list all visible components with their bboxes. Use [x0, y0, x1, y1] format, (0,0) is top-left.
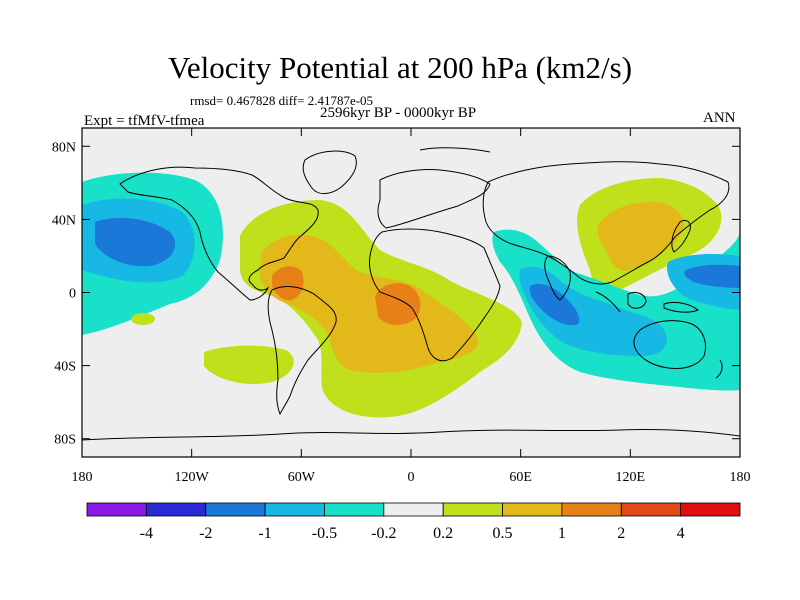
- colorbar-swatch: [145, 502, 207, 517]
- lat-label: 80N: [52, 140, 76, 155]
- contour-pos1-africa: [375, 283, 421, 325]
- colorbar-label: 0.2: [433, 525, 453, 542]
- contour-neg1-pacific-east: [95, 217, 176, 267]
- period-label: 2596kyr BP - 0000kyr BP: [320, 105, 477, 121]
- coastline-north-america: [119, 166, 319, 301]
- lon-label: 60E: [509, 470, 532, 485]
- colorbar-label: 2: [617, 525, 625, 542]
- coastline-new-guinea: [663, 301, 700, 313]
- longitude-axis: 180 120W 60W 0 60E 120E 180: [72, 128, 751, 485]
- lon-label: 180: [72, 470, 93, 485]
- colorbar-label: 1: [558, 525, 566, 542]
- coastline-south-america: [267, 286, 337, 416]
- experiment-label: Expt = tfMfV-tfmea: [84, 113, 205, 129]
- lon-label: 180: [730, 470, 751, 485]
- colorbar-swatch: [502, 502, 563, 517]
- lon-label: 120W: [175, 470, 210, 485]
- coastlines: [82, 147, 740, 441]
- colorbar-swatch: [324, 502, 385, 517]
- contour-fields: [82, 172, 740, 418]
- coastline-greenland: [302, 150, 357, 195]
- colorbar-label: -0.2: [371, 525, 396, 542]
- colorbar-label: -1: [258, 525, 271, 542]
- coastline-antarctica: [82, 428, 740, 441]
- plot-title: Velocity Potential at 200 hPa (km2/s): [167, 50, 633, 85]
- colorbar-swatch: [205, 502, 266, 517]
- lat-label: 0: [69, 287, 76, 302]
- colorbar-swatch: [680, 502, 741, 517]
- contour-pos05-atlantic: [259, 234, 479, 373]
- lat-label: 80S: [54, 433, 76, 448]
- coastline-arctic: [419, 147, 491, 153]
- colorbar-label: 4: [677, 525, 685, 542]
- coastline-india: [544, 255, 571, 301]
- colorbar-label: 0.5: [493, 525, 513, 542]
- colorbar-swatch: [442, 502, 503, 517]
- coastline-australia: [633, 320, 706, 369]
- coastline-asia: [482, 161, 730, 285]
- colorbar-swatch: [86, 502, 147, 517]
- colorbar-label: -4: [140, 525, 153, 542]
- colorbar-swatch: [620, 502, 682, 517]
- lon-label: 60W: [288, 470, 316, 485]
- lon-label: 0: [408, 470, 415, 485]
- colorbar: -4 -2 -1 -0.5 -0.2 0.2 0.5 1 2 4: [86, 502, 741, 542]
- latitude-axis: 80N 40N 0 40S 80S: [52, 140, 740, 448]
- colorbar-label: -0.5: [312, 525, 337, 542]
- colorbar-swatch: [264, 502, 325, 517]
- contour-pos02-south-atlantic: [204, 345, 294, 385]
- lat-label: 40N: [52, 213, 76, 228]
- coastline-africa: [369, 228, 501, 362]
- coastline-new-zealand: [715, 359, 723, 379]
- colorbar-swatch: [383, 502, 444, 517]
- lat-label: 40S: [54, 360, 76, 375]
- lon-label: 120E: [616, 470, 646, 485]
- contour-neg1-indian: [529, 283, 580, 326]
- contour-neg05-indian: [519, 266, 667, 356]
- season-label: ANN: [703, 110, 736, 126]
- contour-neg02-small-pacific-2: [137, 315, 149, 321]
- contour-pos1-caribbean: [272, 266, 304, 301]
- colorbar-label: -2: [199, 525, 212, 542]
- contour-neg1-west-pacific: [684, 264, 740, 288]
- coastline-borneo: [627, 291, 647, 309]
- coastline-sumatra: [595, 291, 621, 313]
- coastline-japan: [671, 219, 691, 253]
- contour-pos05-asia: [597, 201, 685, 271]
- stats-line: rmsd= 0.467828 diff= 2.41787e-05: [190, 93, 374, 108]
- colorbar-swatch: [561, 502, 622, 517]
- coastline-europe: [377, 169, 491, 229]
